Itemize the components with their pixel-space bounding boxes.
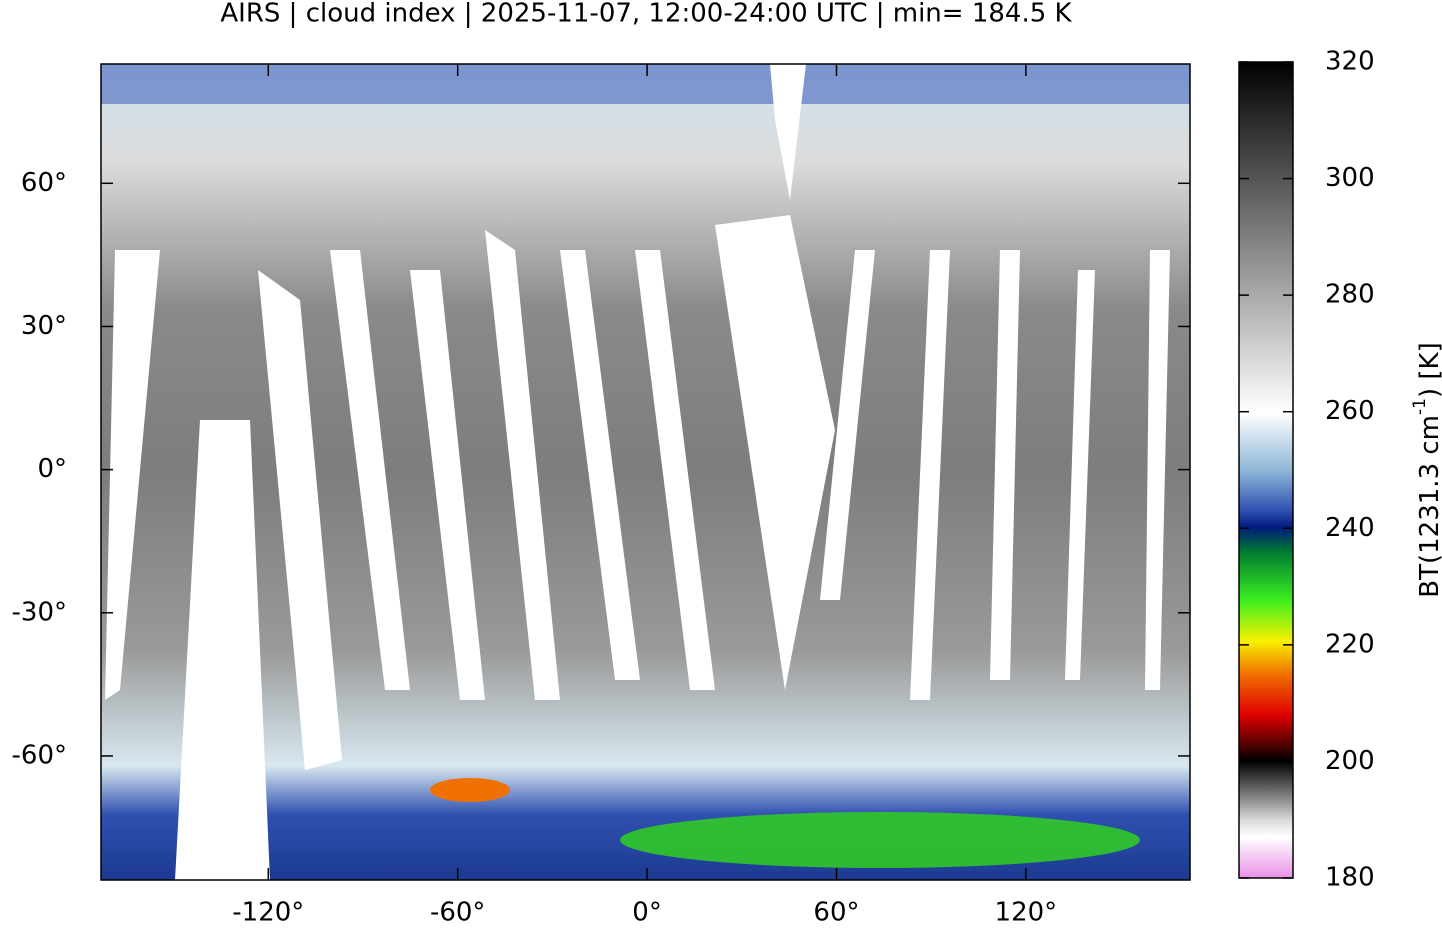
- colorbar: [1238, 61, 1294, 879]
- colorbar-tick-label: 180: [1325, 863, 1375, 893]
- colorbar-label-part: BT(1231.3 cm: [1415, 415, 1442, 598]
- colorbar-tick-label: 320: [1325, 47, 1375, 77]
- x-tick-label: 120°: [995, 898, 1058, 928]
- colorbar-label-part: ) [K]: [1415, 342, 1442, 398]
- colorbar-label: BT(1231.3 cm-1) [K]: [1410, 342, 1442, 597]
- chart-title: AIRS | cloud index | 2025-11-07, 12:00-2…: [220, 0, 1072, 29]
- colorbar-tick-label: 240: [1325, 513, 1375, 543]
- x-tick-label: -60°: [430, 898, 485, 928]
- colorbar-tick-label: 200: [1325, 746, 1375, 776]
- y-tick-label: -60°: [12, 740, 67, 770]
- colorbar-tick-label: 220: [1325, 629, 1375, 659]
- colorbar-tick-label: 260: [1325, 396, 1375, 426]
- y-tick-label: -30°: [12, 597, 67, 627]
- x-tick-label: 0°: [632, 898, 662, 928]
- x-tick-label: -120°: [232, 898, 304, 928]
- map-image: [100, 63, 1191, 881]
- x-tick-label: 60°: [813, 898, 859, 928]
- y-tick-label: 60°: [21, 168, 67, 198]
- y-tick-label: 0°: [37, 454, 67, 484]
- y-tick-label: 30°: [21, 311, 67, 341]
- colorbar-tick-label: 280: [1325, 280, 1375, 310]
- colorbar-tick-label: 300: [1325, 163, 1375, 193]
- colorbar-label-sup: -1: [1410, 398, 1430, 415]
